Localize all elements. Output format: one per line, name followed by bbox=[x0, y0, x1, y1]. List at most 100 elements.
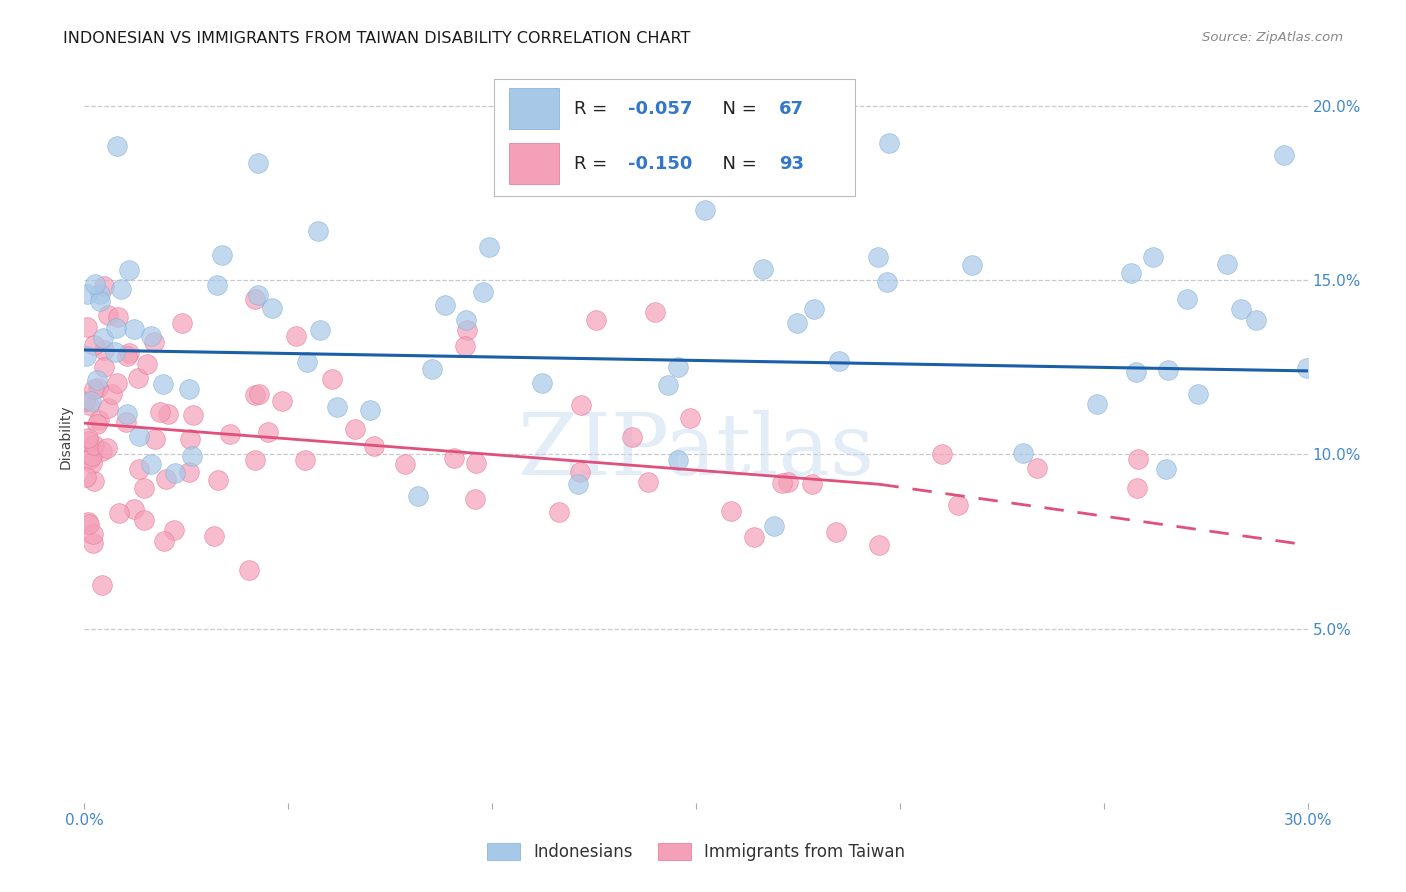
Point bbox=[180, 449, 202, 463]
Point bbox=[666, 453, 689, 467]
Point bbox=[76, 287, 98, 301]
Point bbox=[931, 447, 953, 461]
Point bbox=[394, 458, 416, 472]
Point bbox=[465, 457, 488, 471]
Point bbox=[179, 432, 201, 446]
Point bbox=[82, 456, 104, 470]
Point bbox=[77, 515, 100, 529]
Point bbox=[89, 286, 111, 301]
Point bbox=[91, 331, 114, 345]
Point bbox=[456, 313, 478, 327]
Point bbox=[83, 474, 105, 488]
Point bbox=[1244, 312, 1267, 326]
Point bbox=[83, 337, 105, 351]
Point bbox=[1125, 365, 1147, 379]
Point bbox=[82, 536, 104, 550]
Point bbox=[93, 343, 115, 357]
Point bbox=[91, 444, 114, 458]
Point bbox=[79, 398, 101, 412]
Point bbox=[344, 422, 367, 436]
Point bbox=[778, 475, 800, 489]
Point bbox=[294, 453, 316, 467]
Point bbox=[181, 409, 204, 423]
Point bbox=[1142, 250, 1164, 264]
Point bbox=[742, 530, 765, 544]
Point bbox=[243, 388, 266, 402]
Point bbox=[456, 323, 478, 337]
Point bbox=[108, 507, 131, 521]
Point bbox=[786, 316, 808, 330]
Point bbox=[247, 387, 270, 401]
Point bbox=[218, 427, 240, 442]
Point bbox=[105, 139, 128, 153]
Point bbox=[1026, 460, 1049, 475]
Point bbox=[620, 430, 643, 444]
Point bbox=[752, 261, 775, 276]
Point bbox=[152, 377, 174, 392]
Point bbox=[97, 401, 120, 416]
Point bbox=[1119, 266, 1142, 280]
Point bbox=[666, 359, 689, 374]
Point bbox=[1157, 363, 1180, 377]
Point bbox=[83, 438, 105, 452]
Point bbox=[145, 432, 167, 446]
Point bbox=[243, 293, 266, 307]
Point bbox=[679, 411, 702, 425]
Point bbox=[163, 523, 186, 537]
Point bbox=[434, 298, 457, 312]
Point bbox=[828, 354, 851, 368]
Point bbox=[86, 373, 108, 387]
Point bbox=[122, 502, 145, 516]
Point bbox=[86, 417, 108, 432]
Text: ZIPatlas: ZIPatlas bbox=[517, 410, 875, 493]
Point bbox=[83, 383, 105, 397]
Point bbox=[136, 357, 159, 371]
Point bbox=[295, 355, 318, 369]
Y-axis label: Disability: Disability bbox=[59, 405, 73, 469]
Point bbox=[155, 472, 177, 486]
Point bbox=[80, 449, 103, 463]
Point bbox=[75, 349, 97, 363]
Point bbox=[142, 334, 165, 349]
Point bbox=[76, 434, 98, 449]
Point bbox=[103, 345, 125, 359]
Point bbox=[257, 425, 280, 440]
Point bbox=[156, 407, 179, 421]
Point bbox=[100, 387, 122, 401]
Point bbox=[359, 403, 381, 417]
Point bbox=[165, 466, 187, 480]
Point bbox=[471, 285, 494, 299]
Point bbox=[118, 346, 141, 360]
Point bbox=[454, 339, 477, 353]
Point bbox=[73, 394, 96, 409]
Point bbox=[128, 462, 150, 476]
Point bbox=[202, 528, 225, 542]
Point bbox=[245, 453, 267, 467]
Point bbox=[132, 481, 155, 495]
Point bbox=[80, 393, 103, 408]
Point bbox=[96, 441, 118, 455]
Point bbox=[128, 429, 150, 443]
Point bbox=[960, 258, 983, 272]
Point bbox=[443, 451, 465, 466]
Point bbox=[1216, 257, 1239, 271]
Point bbox=[1125, 481, 1147, 495]
Point bbox=[1175, 292, 1198, 306]
Point bbox=[170, 316, 193, 330]
Point bbox=[207, 474, 229, 488]
Point bbox=[110, 282, 132, 296]
Point bbox=[803, 301, 825, 316]
Point bbox=[530, 376, 553, 391]
Point bbox=[868, 250, 890, 264]
Point bbox=[117, 349, 139, 363]
Point bbox=[141, 329, 163, 343]
Point bbox=[877, 136, 900, 150]
Point bbox=[93, 359, 115, 374]
Point bbox=[406, 489, 429, 503]
Point bbox=[79, 516, 101, 531]
Point bbox=[770, 475, 793, 490]
Point bbox=[118, 263, 141, 277]
Point bbox=[1272, 147, 1295, 161]
Point bbox=[876, 275, 898, 289]
Point bbox=[105, 321, 128, 335]
